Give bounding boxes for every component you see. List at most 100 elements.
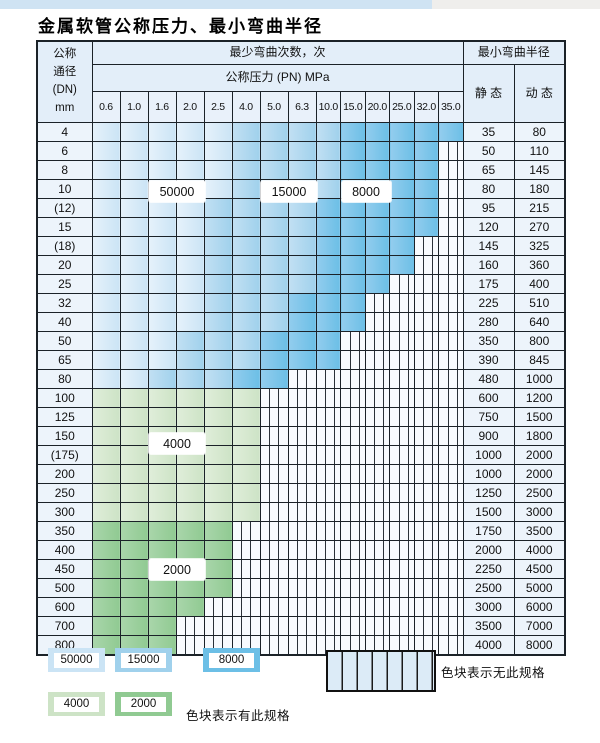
spec-cell xyxy=(175,312,205,332)
pressure-col-header-5.0: 5.0 xyxy=(259,91,289,123)
spec-cell xyxy=(340,141,366,161)
spec-cell xyxy=(259,331,289,351)
no-spec-cell xyxy=(389,464,415,484)
no-spec-cell xyxy=(340,407,366,427)
spec-cell xyxy=(389,255,415,275)
spec-cell xyxy=(119,521,149,541)
table-row-dn-250: 250 1250 2500 xyxy=(36,483,566,503)
spec-cell xyxy=(203,236,233,256)
no-spec-cell xyxy=(259,540,289,560)
dn-value: 25 xyxy=(36,274,93,294)
no-spec-cell xyxy=(259,521,289,541)
no-spec-cell xyxy=(364,388,390,408)
no-spec-cell xyxy=(340,559,366,579)
dynamic-radius-value: 8000 xyxy=(513,635,566,656)
no-spec-cell xyxy=(389,616,415,636)
spec-cell xyxy=(91,502,121,522)
spec-cell xyxy=(203,141,233,161)
no-spec-cell xyxy=(413,597,439,617)
dn-value: 125 xyxy=(36,407,93,427)
spec-cell xyxy=(147,255,177,275)
legend-has-spec-text: 色块表示有此规格 xyxy=(186,709,291,723)
spec-cell xyxy=(147,293,177,313)
no-spec-cell xyxy=(259,483,289,503)
no-spec-cell xyxy=(413,312,439,332)
spec-cell xyxy=(287,312,317,332)
no-spec-cell xyxy=(364,502,390,522)
spec-cell xyxy=(147,350,177,370)
no-spec-cell xyxy=(340,445,366,465)
spec-cell xyxy=(287,331,317,351)
no-spec-cell xyxy=(438,597,464,617)
spec-cell xyxy=(231,217,261,237)
spec-cell xyxy=(147,483,177,503)
spec-cell xyxy=(175,597,205,617)
no-spec-cell xyxy=(389,483,415,503)
spec-cell xyxy=(175,217,205,237)
dn-value: 8 xyxy=(36,160,93,180)
static-radius-value: 145 xyxy=(462,236,515,256)
dn-value: 6 xyxy=(36,141,93,161)
spec-cell xyxy=(119,236,149,256)
table-row-dn-50: 50 350 800 xyxy=(36,331,566,351)
no-spec-cell xyxy=(413,616,439,636)
spec-cell xyxy=(119,122,149,142)
no-spec-cell xyxy=(438,445,464,465)
no-spec-cell xyxy=(438,502,464,522)
no-spec-cell xyxy=(259,445,289,465)
static-radius-value: 175 xyxy=(462,274,515,294)
table-row-dn-4: 4 35 80 xyxy=(36,122,566,142)
spec-cell xyxy=(287,122,317,142)
no-spec-cell xyxy=(413,578,439,598)
no-spec-cell xyxy=(389,578,415,598)
spec-cell xyxy=(389,217,415,237)
no-spec-cell xyxy=(287,426,317,446)
no-spec-cell xyxy=(259,464,289,484)
spec-cell xyxy=(389,198,415,218)
table-row-dn-600: 600 3000 6000 xyxy=(36,597,566,617)
no-spec-cell xyxy=(364,369,390,389)
spec-cell xyxy=(231,293,261,313)
no-spec-cell xyxy=(438,578,464,598)
spec-cell xyxy=(203,274,233,294)
dynamic-radius-value: 325 xyxy=(513,236,566,256)
no-spec-cell xyxy=(287,597,317,617)
no-spec-cell xyxy=(315,578,341,598)
no-spec-cell xyxy=(315,597,341,617)
spec-table: 公称 通径 (DN) mm 最少弯曲次数，次 最小弯曲半径 公称压力 (PN) MPa… xyxy=(36,40,566,656)
dn-value: 10 xyxy=(36,179,93,199)
dynamic-radius-value: 5000 xyxy=(513,578,566,598)
table-row-dn-200: 200 1000 2000 xyxy=(36,464,566,484)
spec-cell xyxy=(259,236,289,256)
no-spec-cell xyxy=(315,521,341,541)
no-spec-cell xyxy=(364,540,390,560)
spec-cell xyxy=(175,236,205,256)
no-spec-cell xyxy=(364,597,390,617)
spec-cell xyxy=(315,350,341,370)
no-spec-cell xyxy=(340,388,366,408)
spec-cell xyxy=(91,122,121,142)
no-spec-cell xyxy=(287,635,317,656)
spec-cell xyxy=(231,331,261,351)
spec-cell xyxy=(91,198,121,218)
spec-cell xyxy=(203,122,233,142)
no-spec-cell xyxy=(340,597,366,617)
no-spec-cell xyxy=(438,369,464,389)
spec-cell xyxy=(231,388,261,408)
legend-no-spec-text: 色块表示无此规格 xyxy=(441,666,546,680)
no-spec-cell xyxy=(389,312,415,332)
pressure-header: 公称压力 (PN) MPa xyxy=(91,64,464,92)
spec-cell xyxy=(119,274,149,294)
no-spec-cell xyxy=(340,331,366,351)
table-row-dn-15: 15 120 270 xyxy=(36,217,566,237)
spec-cell xyxy=(259,312,289,332)
pressure-col-header-4.0: 4.0 xyxy=(231,91,261,123)
no-spec-cell xyxy=(340,464,366,484)
static-radius-value: 2000 xyxy=(462,540,515,560)
spec-cell xyxy=(364,160,390,180)
no-spec-cell xyxy=(438,559,464,579)
spec-cell xyxy=(259,141,289,161)
no-spec-cell xyxy=(340,616,366,636)
spec-cell xyxy=(231,122,261,142)
no-spec-cell xyxy=(413,540,439,560)
